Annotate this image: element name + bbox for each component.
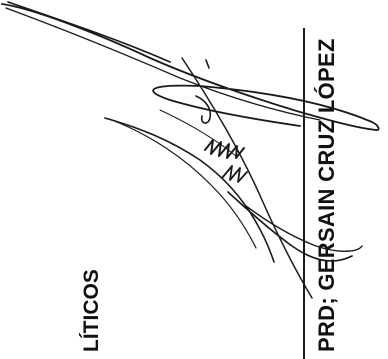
signature-stroke-top-sweep: [1, 3, 380, 132]
signature-stroke-top-sweep-2: [5, 7, 321, 121]
signature-stroke-bottom: [245, 205, 363, 252]
signature-stroke-center-2: [111, 119, 257, 249]
signature-stroke-diagonal: [7, 1, 171, 63]
signature-stroke-scribble: [204, 139, 245, 159]
signature-stroke-scribble-2: [221, 165, 248, 183]
signature-stroke-hook: [195, 95, 212, 124]
signature-stroke-lower: [227, 191, 353, 262]
signature-stroke-fine: [159, 109, 237, 157]
signature-stroke-center: [104, 117, 275, 263]
signature-stroke-small-tick: [205, 59, 210, 69]
signature-stroke-long-tail: [181, 57, 313, 299]
signature-line: [303, 28, 305, 359]
